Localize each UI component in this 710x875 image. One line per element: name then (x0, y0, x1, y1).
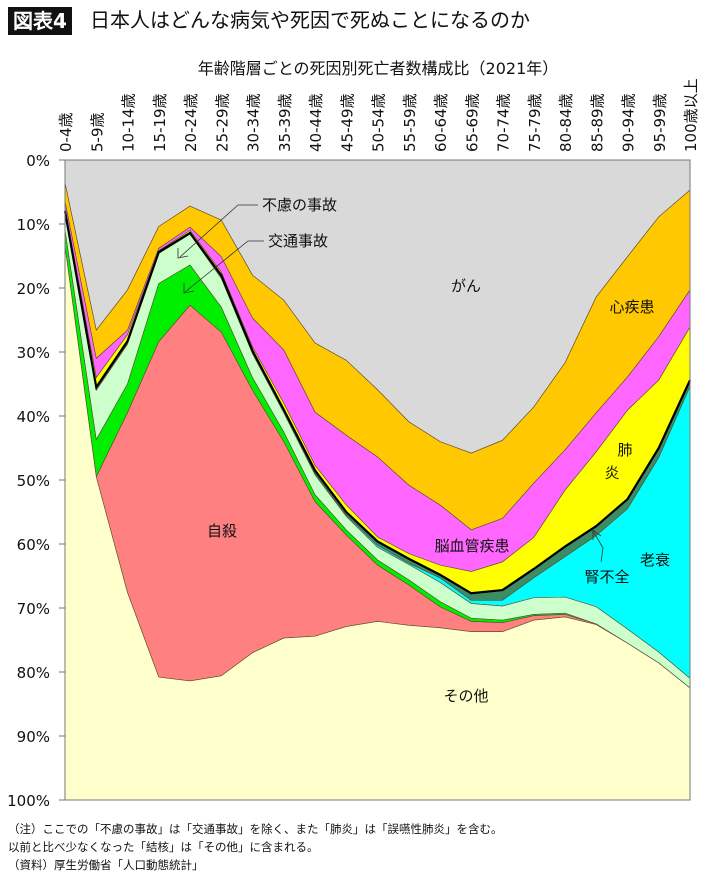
y-tick-label: 50% (17, 472, 50, 490)
x-tick-label: 35-39歳 (276, 93, 294, 152)
label-jisatsu: 自殺 (207, 522, 237, 540)
y-tick-label: 40% (17, 408, 50, 426)
furyo-leader-line (179, 204, 258, 258)
y-tick-label: 60% (17, 536, 50, 554)
x-tick-label: 45-49歳 (338, 93, 356, 152)
label-haien-2: 炎 (604, 464, 619, 482)
x-tick-label: 95-99歳 (651, 93, 669, 152)
x-tick-label: 0-4歳 (57, 113, 75, 153)
y-tick-label: 80% (17, 664, 50, 682)
koutsuu-leader-line (184, 240, 264, 293)
label-rousui: 老衰 (640, 551, 670, 569)
label-shinshikkan: 心疾患 (609, 298, 654, 316)
label-jinfuzen: 腎不全 (584, 568, 629, 586)
y-tick-label: 90% (17, 728, 50, 746)
x-tick-label: 80-84歳 (557, 93, 575, 152)
y-tick-label: 10% (17, 216, 50, 234)
x-tick-label: 55-59歳 (401, 93, 419, 152)
area-bands (63, 159, 691, 801)
x-tick-label: 15-19歳 (151, 93, 169, 152)
label-gan: がん (451, 277, 481, 295)
x-tick-label: 100歳以上 (682, 78, 700, 152)
note-line-3: （資料）厚生労働省「人口動態統計」 (8, 858, 204, 872)
koutsuu-arrowhead (183, 283, 195, 294)
x-tick-label: 25-29歳 (213, 93, 231, 152)
x-tick-label: 85-89歳 (588, 93, 606, 152)
x-tick-label: 5-9歳 (88, 113, 106, 153)
jinfuzen-leader-line (592, 530, 604, 563)
footnotes: （注）ここでの「不慮の事故」は「交通事故」を除く、また「肺炎」は「誤嚥性肺炎」を… (8, 820, 503, 874)
boundary-line (63, 211, 691, 595)
x-axis-labels: 0-4歳 5-9歳 10-14歳 15-19歳 20-24歳 25-29歳 30-34歳 35… (57, 78, 700, 152)
chart-title: 年齢階層ごとの死因別死亡者数構成比（2021年） (198, 59, 559, 78)
y-axis: 0% 10% 20% 30% 40% 50% 60% 70% 80% 90% 100% (7, 152, 65, 810)
jinfuzen-arrowhead (592, 529, 602, 540)
y-tick-label: 70% (17, 600, 50, 618)
label-koutsuu: 交通事故 (268, 232, 328, 250)
x-tick-label: 75-79歳 (526, 93, 544, 152)
label-noukekkan: 脳血管疾患 (434, 537, 509, 555)
y-tick-label: 20% (17, 280, 50, 298)
figure-badge: 図表4 (8, 7, 72, 35)
label-sonota: その他 (443, 687, 488, 705)
figure-title: 日本人はどんな病気や死因で死ぬことになるのか (90, 8, 530, 32)
x-tick-label: 40-44歳 (307, 93, 325, 152)
y-tick-label: 30% (17, 344, 50, 362)
note-line-1: （注）ここでの「不慮の事故」は「交通事故」を除く、また「肺炎」は「誤嚥性肺炎」を… (8, 822, 503, 836)
x-tick-label: 50-54歳 (370, 93, 388, 152)
x-tick-label: 65-69歳 (463, 93, 481, 152)
x-tick-label: 30-34歳 (245, 93, 263, 152)
x-tick-label: 20-24歳 (182, 93, 200, 152)
x-tick-label: 10-14歳 (120, 93, 138, 152)
y-tick-label: 100% (7, 792, 50, 810)
label-furyo: 不慮の事故 (262, 196, 337, 214)
y-tick-label: 0% (26, 152, 50, 170)
x-tick-label: 90-94歳 (620, 93, 638, 152)
label-haien-1: 肺 (617, 441, 632, 459)
x-tick-label: 70-74歳 (495, 93, 513, 152)
plot-frame (64, 159, 691, 801)
furyo-arrowhead (177, 248, 189, 259)
note-line-2: 以前と比べ少なくなった「結核」は「その他」に含まれる。 (8, 840, 319, 854)
x-tick-label: 60-64歳 (432, 93, 450, 152)
